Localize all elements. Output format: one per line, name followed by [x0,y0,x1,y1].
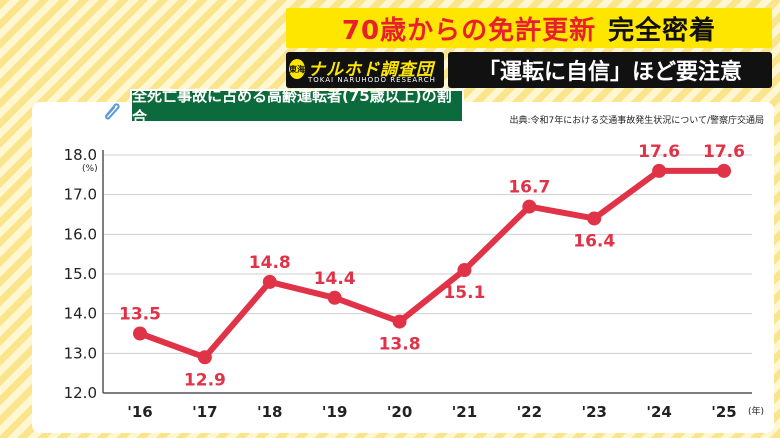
data-point [327,290,342,305]
data-point [522,199,537,214]
logo-badge: 東海 [289,59,305,79]
chart-title: 全死亡事故に占める高齢運転者(75歳以上)の割合 [130,87,464,126]
data-label: 15.1 [443,283,485,303]
y-tick-label: 13.0 [64,344,97,362]
logo-main-text: ナルホド調査団 [308,60,434,80]
data-label: 13.8 [379,335,421,355]
data-point [262,274,277,289]
data-label: 16.4 [573,231,615,251]
data-label: 16.7 [508,178,550,198]
data-label: 14.8 [249,253,291,273]
x-tick-label: '18 [257,403,282,421]
x-tick-label: '20 [387,403,412,421]
x-unit-label: (年) [748,405,764,417]
data-point [587,211,602,226]
data-label: 12.9 [184,370,226,390]
y-tick-label: 12.0 [64,384,97,402]
data-label: 14.4 [314,269,356,289]
data-point [717,163,731,178]
y-tick-label: 18.0 [64,146,97,164]
header-title-black: 完全密着 [608,15,717,46]
x-tick-label: '16 [127,403,152,421]
x-tick-label: '25 [711,403,736,421]
x-tick-label: '23 [581,403,606,421]
x-tick-label: '19 [322,403,347,421]
data-point [133,326,147,341]
y-tick-label: 17.0 [64,186,97,204]
program-logo: 東海 ナルホド調査団 TOKAI NARUHODO RESEARCH [286,52,444,88]
data-point [457,263,472,278]
x-tick-label: '17 [192,403,217,421]
data-label: 13.5 [119,305,161,325]
chart-card [32,102,774,433]
y-tick-label: 16.0 [64,225,97,243]
data-label: 17.6 [638,142,680,162]
x-tick-label: '21 [452,403,477,421]
logo-sub-text: TOKAI NARUHODO RESEARCH [308,76,436,84]
y-unit-label: (%) [82,164,98,174]
x-tick-label: '24 [646,403,671,421]
series-line [137,167,727,361]
data-point [392,314,407,329]
header-title-red: 70歳からの免許更新 [341,15,597,46]
data-label: 17.6 [703,142,745,162]
data-point [652,163,667,178]
y-tick-label: 15.0 [64,265,97,283]
subtitle-banner: 「運転に自信」ほど要注意 [448,52,772,88]
data-point [197,350,212,365]
x-tick-label: '22 [517,403,542,421]
header-banner: 70歳からの免許更新 完全密着 [286,8,772,48]
paperclip-icon [105,103,120,120]
source-note: 出典:令和7年における交通事故発生状況について/警察庁交通局 [509,116,764,126]
y-tick-label: 14.0 [64,305,97,323]
